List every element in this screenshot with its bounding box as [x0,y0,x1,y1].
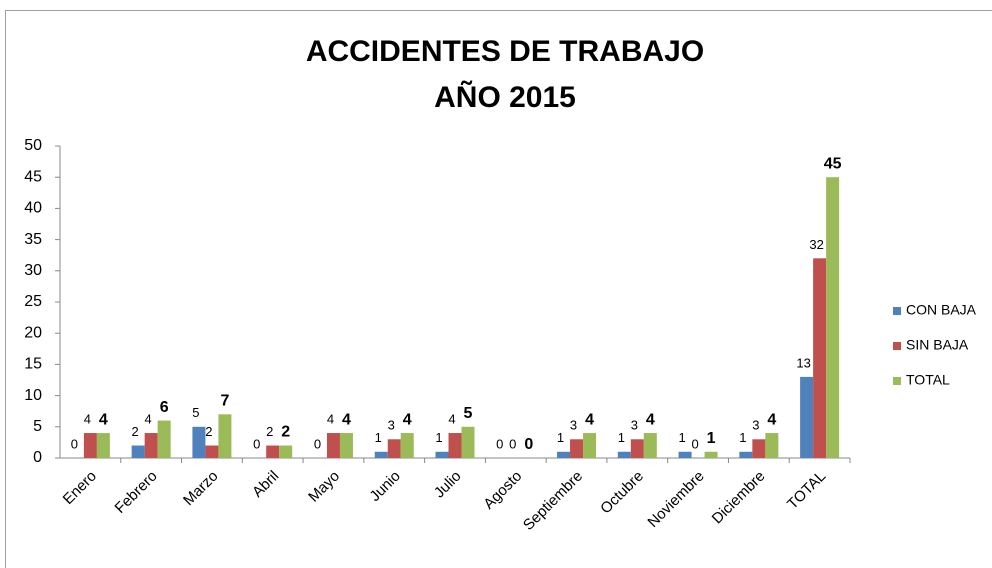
data-label: 2 [266,424,273,439]
data-label: 4 [767,411,776,428]
bar [765,433,779,458]
bar [461,426,475,458]
y-tick-label: 40 [24,200,42,217]
bar [387,439,401,458]
bar [435,451,449,458]
data-label: 7 [220,393,229,410]
bar [266,445,280,458]
bar [617,451,631,458]
chart-subtitle: AÑO 2015 [434,80,576,114]
data-label: 2 [205,424,212,439]
data-label: 1 [435,430,442,445]
bar [83,433,97,458]
data-label: 32 [809,237,823,252]
bar [192,426,206,458]
bar [752,439,766,458]
bar [800,376,814,458]
data-label: 4 [327,411,334,426]
bar [448,433,462,458]
y-tick-label: 25 [24,293,42,310]
data-label: 3 [388,418,395,433]
data-label: 1 [678,430,685,445]
bar [739,451,753,458]
bar [630,439,644,458]
bar [400,433,414,458]
bar [218,414,232,458]
data-label: 1 [375,430,382,445]
bar [374,451,388,458]
data-label: 4 [585,411,594,428]
data-label: 6 [160,399,169,416]
data-label: 3 [631,418,638,433]
y-tick-label: 10 [24,387,42,404]
data-label: 0 [509,436,516,451]
legend-label: CON BAJA [906,302,977,318]
data-label: 5 [192,405,199,420]
data-label: 1 [618,430,625,445]
bar [557,451,571,458]
data-label: 0 [71,436,78,451]
bar [279,445,293,458]
data-label: 5 [464,405,473,422]
bar [813,258,827,458]
y-tick-label: 45 [24,168,42,185]
legend-label: SIN BAJA [906,337,969,353]
data-label: 2 [132,424,139,439]
y-tick-label: 35 [24,231,42,248]
data-label: 0 [496,436,503,451]
legend-swatch [893,342,901,350]
data-label: 2 [281,424,290,441]
bar [643,433,657,458]
bar [570,439,584,458]
legend-swatch [893,307,901,315]
data-label: 0 [524,436,533,453]
data-label: 4 [99,411,108,428]
data-label: 4 [646,411,655,428]
data-label: 3 [752,418,759,433]
data-label: 3 [570,418,577,433]
data-label: 4 [403,411,412,428]
bar [826,177,840,458]
legend-label: TOTAL [906,372,950,388]
legend-swatch [893,377,901,385]
data-label: 0 [691,436,698,451]
bar [704,451,718,458]
bar [326,433,340,458]
data-label: 1 [557,430,564,445]
data-label: 13 [796,355,810,370]
y-tick-label: 5 [33,418,42,435]
y-tick-label: 15 [24,356,42,373]
data-label: 1 [739,430,746,445]
y-tick-label: 50 [24,137,42,154]
y-tick-label: 20 [24,324,42,341]
bar [205,445,219,458]
data-label: 0 [314,436,321,451]
y-tick-label: 0 [33,449,42,466]
bar [583,433,597,458]
data-label: 1 [707,430,716,447]
data-label: 4 [145,411,152,426]
bar [678,451,692,458]
data-label: 0 [253,436,260,451]
chart-title: ACCIDENTES DE TRABAJO [306,35,704,68]
bar [96,433,110,458]
data-label: 4 [342,411,351,428]
y-tick-label: 30 [24,262,42,279]
data-label: 4 [84,411,91,426]
bar [157,420,171,458]
data-label: 4 [448,411,455,426]
bar [144,433,158,458]
bar [339,433,353,458]
bar [131,445,145,458]
data-label: 45 [824,155,842,172]
